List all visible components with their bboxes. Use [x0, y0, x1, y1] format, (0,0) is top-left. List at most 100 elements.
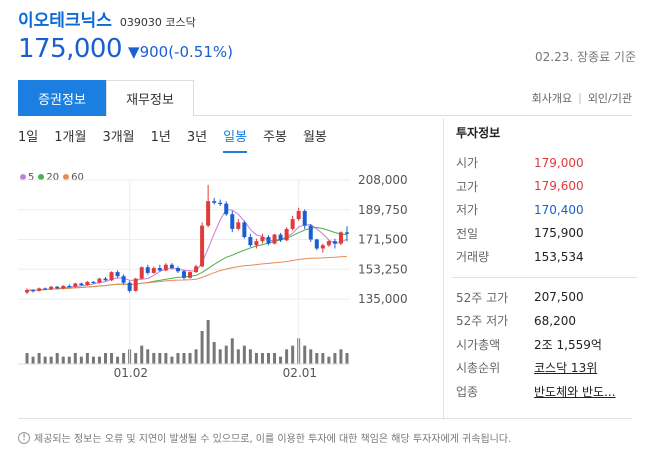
candle-body: [97, 278, 102, 283]
tab-stock-info[interactable]: 증권정보: [18, 80, 106, 116]
volume-bar: [206, 320, 210, 364]
legend-ma20: 20: [38, 172, 59, 183]
company-info-value: 68,200: [534, 313, 576, 328]
period-3m[interactable]: 3개월: [102, 130, 135, 145]
candle-body: [133, 278, 138, 291]
period-weekly[interactable]: 주봉: [263, 130, 287, 145]
price-info-value: 153,534: [534, 249, 584, 264]
company-overview-link[interactable]: 회사개요: [531, 91, 573, 105]
candle-body: [218, 202, 223, 205]
candle-body: [175, 268, 180, 272]
invest-title: 투자정보: [456, 126, 501, 140]
investment-info-panel: 투자정보 시가 179,000 고가 179,600 저가 170,400 전일 175,90…: [452, 124, 637, 404]
candle-body: [242, 222, 247, 238]
x-tick-label: 02.01: [283, 366, 317, 380]
company-info-list: 52주 고가 207,500 52주 저가 68,200 시가총액 2조 1,559억 시총…: [456, 286, 636, 404]
company-info-row: 시가총액 2조 1,559억: [456, 333, 636, 357]
price-info-row: 저가 170,400: [456, 198, 636, 222]
company-info-row: 52주 고가 207,500: [456, 286, 636, 310]
volume-bar: [79, 356, 83, 364]
company-info-value[interactable]: 코스닥 13위: [534, 361, 598, 376]
volume-bar: [43, 356, 47, 364]
stock-code: 039030 코스닥: [119, 16, 196, 29]
candle-body: [272, 234, 277, 244]
foreign-institution-link[interactable]: 외인/기관: [587, 91, 632, 105]
candle-body: [188, 272, 193, 278]
company-info-value[interactable]: 반도체와 반도...: [534, 384, 616, 399]
period-1y[interactable]: 1년: [150, 130, 171, 145]
info-exclamation-icon: !: [18, 431, 30, 444]
price-info-label: 전일: [456, 226, 479, 241]
price-change: ▼900(-0.51%): [128, 43, 233, 61]
y-tick-label: 171,500: [358, 233, 408, 247]
stock-name-link[interactable]: 이오테크닉스: [18, 11, 112, 31]
volume-bar: [140, 345, 144, 364]
candle-body: [308, 225, 313, 240]
candle-body: [169, 264, 174, 269]
ma60-line: [26, 255, 348, 291]
price-info-label: 고가: [456, 179, 479, 194]
volume-bar: [242, 345, 246, 364]
period-monthly[interactable]: 월봉: [302, 130, 327, 145]
company-info-label: 시총순위: [456, 361, 501, 376]
company-info-row: 업종 반도체와 반도...: [456, 380, 636, 404]
candle-body: [212, 201, 217, 203]
price-info-value: 179,600: [534, 179, 584, 194]
y-tick-label: 189,750: [358, 203, 408, 217]
candle-body: [43, 288, 48, 290]
volume-bar: [37, 353, 41, 364]
candle-body: [31, 290, 36, 292]
y-tick-label: 208,000: [358, 173, 408, 187]
candle-body: [320, 245, 325, 249]
volume-bar: [321, 353, 325, 364]
volume-bar: [25, 353, 29, 364]
candle-body: [284, 228, 289, 241]
volume-bar: [236, 349, 240, 364]
volume-bar: [164, 353, 168, 364]
candle-body: [181, 271, 186, 278]
candle-body: [260, 237, 265, 242]
candle-body: [248, 237, 253, 246]
volume-bar: [188, 353, 192, 364]
candle-body: [344, 232, 349, 234]
ma5-line: [26, 208, 348, 291]
volume-bar: [279, 356, 283, 364]
period-1m[interactable]: 1개월: [54, 130, 87, 145]
candle-body: [290, 219, 295, 229]
ma5-dot-icon: [20, 174, 26, 180]
candle-body: [55, 286, 60, 289]
volume-bar: [152, 353, 156, 364]
volume-bar: [182, 353, 186, 364]
candle-body: [200, 225, 205, 267]
volume-bar: [104, 353, 107, 364]
candle-body: [236, 222, 241, 229]
volume-bar: [116, 356, 120, 364]
period-daily[interactable]: 일봉: [223, 126, 248, 153]
candle-body: [121, 276, 126, 283]
company-info-label: 52주 고가: [456, 290, 509, 305]
volume-bar: [31, 356, 35, 364]
volume-bar: [67, 356, 71, 364]
period-3y[interactable]: 3년: [186, 130, 208, 145]
price-info-value: 170,400: [534, 202, 584, 217]
candle-body: [163, 264, 168, 271]
candlestick-chart[interactable]: 208,000 189,750 171,500 153,250 135,000 01.02…: [18, 168, 438, 382]
volume-bar: [224, 345, 228, 364]
candle-body: [338, 232, 343, 244]
period-1d[interactable]: 1일: [18, 130, 39, 145]
company-info-value: 2조 1,559억: [534, 337, 602, 352]
candle-body: [67, 285, 72, 288]
volume-bar: [248, 349, 252, 364]
volume-bar: [285, 349, 289, 364]
candle-body: [79, 283, 84, 286]
footer-divider: [18, 418, 632, 419]
ma20-dot-icon: [38, 174, 45, 180]
volume-bar: [194, 349, 198, 364]
candle-body: [224, 203, 229, 215]
disclaimer: ! 제공되는 정보는 오류 및 지연이 발생될 수 있으므로, 이를 이용한 투…: [18, 430, 511, 445]
candle-body: [266, 237, 271, 244]
candle-body: [127, 282, 132, 291]
tab-financial-info[interactable]: 재무정보: [106, 80, 194, 116]
company-info-label: 시가총액: [456, 337, 501, 352]
volume-bar: [73, 353, 77, 364]
